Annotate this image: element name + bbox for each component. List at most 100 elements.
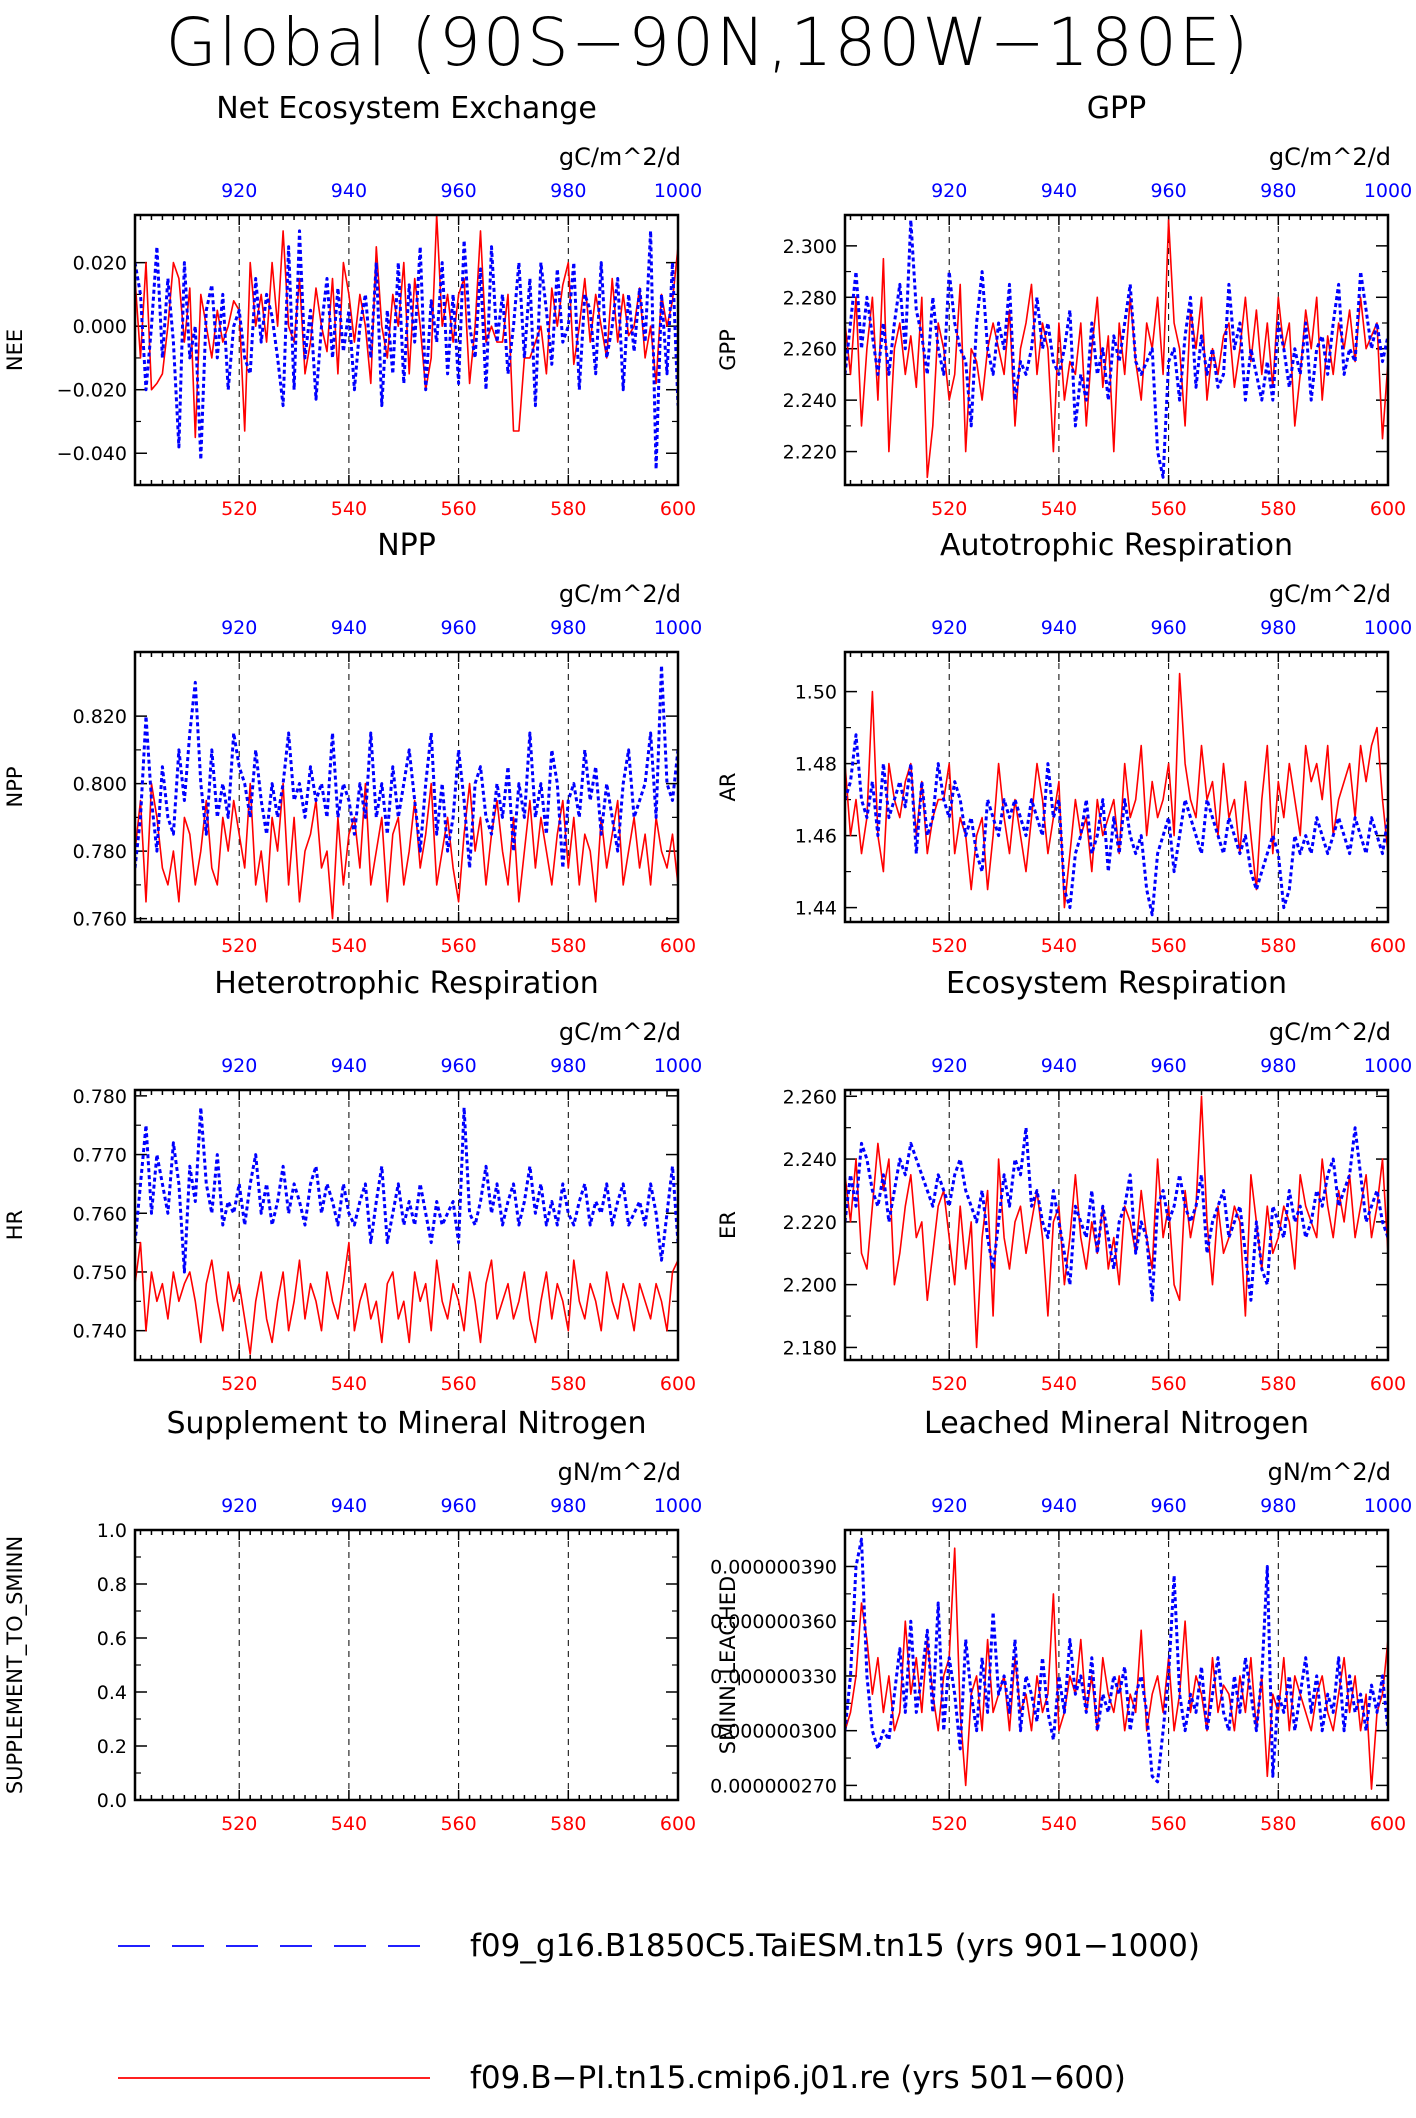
x-top-tick-label: 940 [331,617,367,639]
y-tick-label: 0.000 [73,316,127,338]
x-top-tick-label: 1000 [654,1495,702,1517]
y-tick-label: 1.46 [795,826,837,848]
series-line [845,218,1388,479]
series-line [845,219,1388,479]
series-line [845,1126,1388,1302]
x-bottom-tick-label: 580 [1260,1373,1296,1395]
x-bottom-tick-label: 560 [440,1373,476,1395]
series-line [845,1537,1388,1784]
x-bottom-tick-label: 580 [550,498,586,520]
x-bottom-tick-label: 580 [550,935,586,957]
y-tick-label: 0.000000300 [710,1721,837,1743]
y-tick-label: 0.780 [73,841,127,863]
y-axis-label: NPP [3,766,27,807]
chart-panel: Supplement to Mineral Nitrogen gN/m^2/d 52… [3,1406,702,1835]
legend-label: f09_g16.B1850C5.TaiESM.tn15 (yrs 901−100… [470,1928,1200,1964]
series-line [135,664,678,870]
x-top-tick-label: 980 [1260,1055,1296,1077]
y-tick-label: 0.760 [73,909,127,931]
y-axis-label: SMINN_LEACHED [716,1576,741,1754]
chart-title: Net Ecosystem Exchange [216,91,597,126]
x-top-tick-label: 920 [221,1055,257,1077]
y-tick-label: 0.4 [97,1682,127,1704]
y-axis-label: GPP [716,329,740,371]
x-top-tick-label: 980 [550,180,586,202]
x-bottom-tick-label: 540 [331,498,367,520]
x-bottom-tick-label: 600 [660,1813,696,1835]
x-top-tick-label: 940 [331,1055,367,1077]
y-tick-label: 2.220 [783,1212,837,1234]
x-bottom-tick-label: 520 [221,935,257,957]
plot-frame [843,650,1390,924]
chart-panel: Autotrophic Respiration gC/m^2/d 520 920 540… [716,528,1412,957]
x-bottom-tick-label: 600 [1370,935,1406,957]
x-top-tick-label: 960 [440,1055,476,1077]
x-top-tick-label: 960 [440,180,476,202]
y-tick-label: 0.6 [97,1628,127,1650]
series-line [135,782,678,920]
x-top-tick-label: 1000 [1364,1495,1412,1517]
y-tick-label: 0.740 [73,1321,127,1343]
x-bottom-tick-label: 540 [331,935,367,957]
series-line [135,229,678,471]
y-tick-label: 2.300 [783,236,837,258]
x-top-tick-label: 920 [221,1495,257,1517]
x-top-tick-label: 960 [1150,180,1186,202]
x-bottom-tick-label: 560 [1150,935,1186,957]
x-bottom-tick-label: 540 [331,1813,367,1835]
series-line [845,1547,1388,1790]
series-line [845,672,1388,909]
x-bottom-tick-label: 600 [1370,1813,1406,1835]
chart-panel: GPP gC/m^2/d 520 920 540 940 560 960 580 980 600 10… [716,91,1412,520]
x-bottom-tick-label: 540 [1041,1813,1077,1835]
chart-title: Heterotrophic Respiration [214,966,599,1001]
x-top-tick-label: 960 [1150,1055,1186,1077]
units-label: gC/m^2/d [559,1018,681,1046]
x-top-tick-label: 1000 [1364,617,1412,639]
x-top-tick-label: 980 [1260,180,1296,202]
x-top-tick-label: 980 [1260,1495,1296,1517]
chart-title: Autotrophic Respiration [940,528,1293,563]
x-top-tick-label: 960 [440,1495,476,1517]
y-tick-label: 0.020 [73,253,127,275]
y-tick-label: 2.240 [783,390,837,412]
y-tick-label: 0.780 [73,1086,127,1108]
y-axis-label: ER [716,1211,740,1239]
x-bottom-tick-label: 560 [1150,498,1186,520]
y-tick-label: 2.260 [783,1086,837,1108]
y-tick-label: 1.48 [795,754,837,776]
x-bottom-tick-label: 600 [1370,498,1406,520]
chart-panel: Heterotrophic Respiration gC/m^2/d 520 920 5… [3,966,702,1395]
x-bottom-tick-label: 600 [660,498,696,520]
x-top-tick-label: 940 [331,180,367,202]
plot-frame [133,1528,680,1802]
y-tick-label: −0.040 [57,443,127,465]
series-line [135,1106,678,1274]
x-top-tick-label: 940 [331,1495,367,1517]
plot-frame [133,1088,680,1362]
page-title: Global (90S−90N,180W−180E) [165,4,1251,81]
chart-title: Ecosystem Respiration [946,966,1287,1001]
y-tick-label: 1.44 [795,898,837,920]
y-tick-label: 0.770 [73,1145,127,1167]
x-bottom-tick-label: 520 [931,498,967,520]
chart-title: Leached Mineral Nitrogen [924,1406,1309,1441]
y-tick-label: 0.000000390 [710,1556,837,1578]
x-bottom-tick-label: 540 [1041,935,1077,957]
x-bottom-tick-label: 560 [440,1813,476,1835]
x-top-tick-label: 1000 [1364,180,1412,202]
x-top-tick-label: 960 [1150,1495,1186,1517]
x-bottom-tick-label: 580 [1260,498,1296,520]
x-top-tick-label: 1000 [654,617,702,639]
units-label: gN/m^2/d [558,1458,681,1486]
x-top-tick-label: 980 [550,617,586,639]
x-bottom-tick-label: 520 [931,1813,967,1835]
x-bottom-tick-label: 600 [660,935,696,957]
x-top-tick-label: 940 [1041,180,1077,202]
y-axis-label: HR [3,1210,27,1240]
chart-panel: Net Ecosystem Exchange gC/m^2/d 520 920 540 9… [3,91,702,520]
x-bottom-tick-label: 580 [1260,935,1296,957]
y-tick-label: 0.000000270 [710,1775,837,1797]
plot-frame [843,1528,1390,1802]
